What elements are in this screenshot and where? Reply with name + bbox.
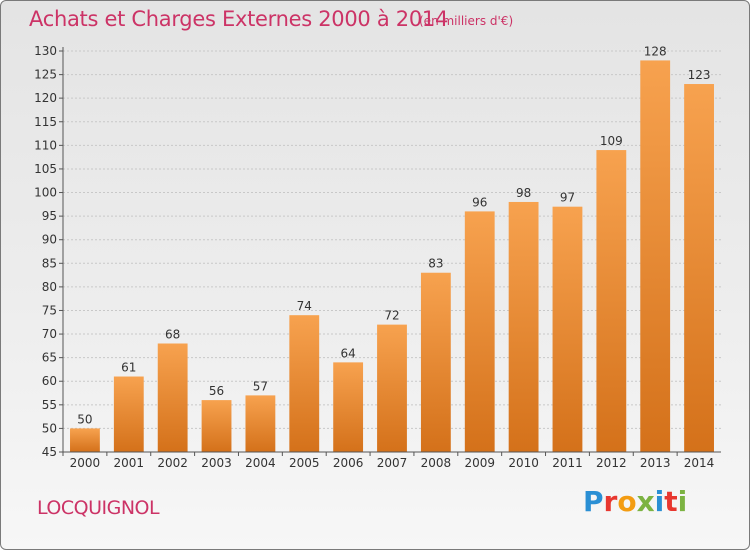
commune-name: LOCQUIGNOL	[37, 497, 160, 519]
y-tick-label: 130	[34, 44, 57, 58]
bar	[640, 60, 671, 452]
x-tick-label: 2007	[377, 456, 408, 470]
x-tick-label: 2005	[289, 456, 320, 470]
y-axis-ticks: 45 50 55 60 65 70 75 80 85 90 95 100 105 110 115 120 125…	[34, 44, 63, 459]
bar	[70, 428, 100, 452]
x-tick-label: 2008	[421, 456, 452, 470]
bar	[157, 343, 188, 452]
logo-letter: o	[617, 485, 637, 518]
bar-value-label: 61	[121, 361, 136, 375]
bar-value-label: 74	[297, 299, 312, 313]
x-tick-label: 2014	[684, 456, 715, 470]
logo-letter: x	[636, 485, 655, 518]
bar	[596, 150, 627, 452]
x-tick-label: 2012	[596, 456, 627, 470]
bar	[289, 315, 320, 452]
x-tick-label: 2000	[70, 456, 101, 470]
bar-value-label: 64	[340, 346, 355, 360]
x-tick-label: 2013	[640, 456, 671, 470]
y-tick-label: 65	[42, 351, 57, 365]
bar-value-label: 56	[209, 384, 224, 398]
y-tick-label: 90	[42, 233, 57, 247]
x-tick-label: 2001	[114, 456, 145, 470]
y-tick-label: 120	[34, 91, 57, 105]
bar-value-label: 128	[644, 44, 667, 58]
bar	[420, 272, 451, 452]
x-tick-label: 2002	[157, 456, 188, 470]
logo-letter: r	[603, 485, 618, 518]
logo-letter: t	[664, 485, 678, 518]
y-tick-label: 60	[42, 374, 57, 388]
y-tick-label: 75	[42, 303, 57, 317]
y-tick-label: 105	[34, 162, 57, 176]
bars: 50 61 68 56 57 74 64 72 83 96 98 97 109 128 123	[70, 44, 714, 452]
x-tick-label: 2006	[333, 456, 364, 470]
x-tick-label: 2009	[464, 456, 495, 470]
logo-letter: i	[654, 485, 665, 518]
bar	[113, 376, 144, 452]
x-tick-label: 2010	[508, 456, 539, 470]
y-tick-label: 115	[34, 115, 57, 129]
bar-value-label: 57	[253, 379, 268, 393]
logo-letter: i	[677, 485, 688, 518]
bar-value-label: 72	[384, 309, 399, 323]
y-tick-label: 125	[34, 68, 57, 82]
y-tick-label: 45	[42, 445, 57, 459]
bar	[552, 206, 583, 452]
x-tick-label: 2003	[201, 456, 232, 470]
bar	[464, 211, 495, 452]
chart-subtitle: (en milliers d'€)	[419, 14, 514, 28]
bar	[377, 324, 407, 452]
bar-value-label: 97	[560, 191, 575, 205]
bar-value-label: 109	[600, 134, 623, 148]
bar-value-label: 68	[165, 327, 180, 341]
bar	[333, 362, 364, 452]
y-tick-label: 100	[34, 186, 57, 200]
y-tick-label: 95	[42, 209, 57, 223]
y-tick-label: 110	[34, 138, 57, 152]
y-tick-label: 85	[42, 256, 57, 270]
y-tick-label: 80	[42, 280, 57, 294]
bar	[201, 400, 232, 452]
bar	[508, 201, 539, 452]
y-tick-label: 70	[42, 327, 57, 341]
x-tick-label: 2004	[245, 456, 276, 470]
y-tick-label: 55	[42, 398, 57, 412]
proxiti-logo: Proxiti	[583, 485, 687, 518]
bar-value-label: 98	[516, 186, 531, 200]
x-tick-label: 2011	[552, 456, 583, 470]
bar-value-label: 50	[77, 412, 92, 426]
bar	[245, 395, 276, 452]
y-tick-label: 50	[42, 421, 57, 435]
bar-value-label: 96	[472, 195, 487, 209]
chart-title: Achats et Charges Externes 2000 à 2014	[29, 7, 449, 31]
bar-value-label: 83	[428, 257, 443, 271]
axes	[62, 47, 721, 453]
bar-value-label: 123	[688, 68, 711, 82]
bar	[684, 84, 714, 452]
logo-letter: P	[583, 485, 604, 518]
x-axis-ticks: 2000 2001 2002 2003 2004 2005 2006 2007 2008 2009…	[62, 452, 715, 470]
